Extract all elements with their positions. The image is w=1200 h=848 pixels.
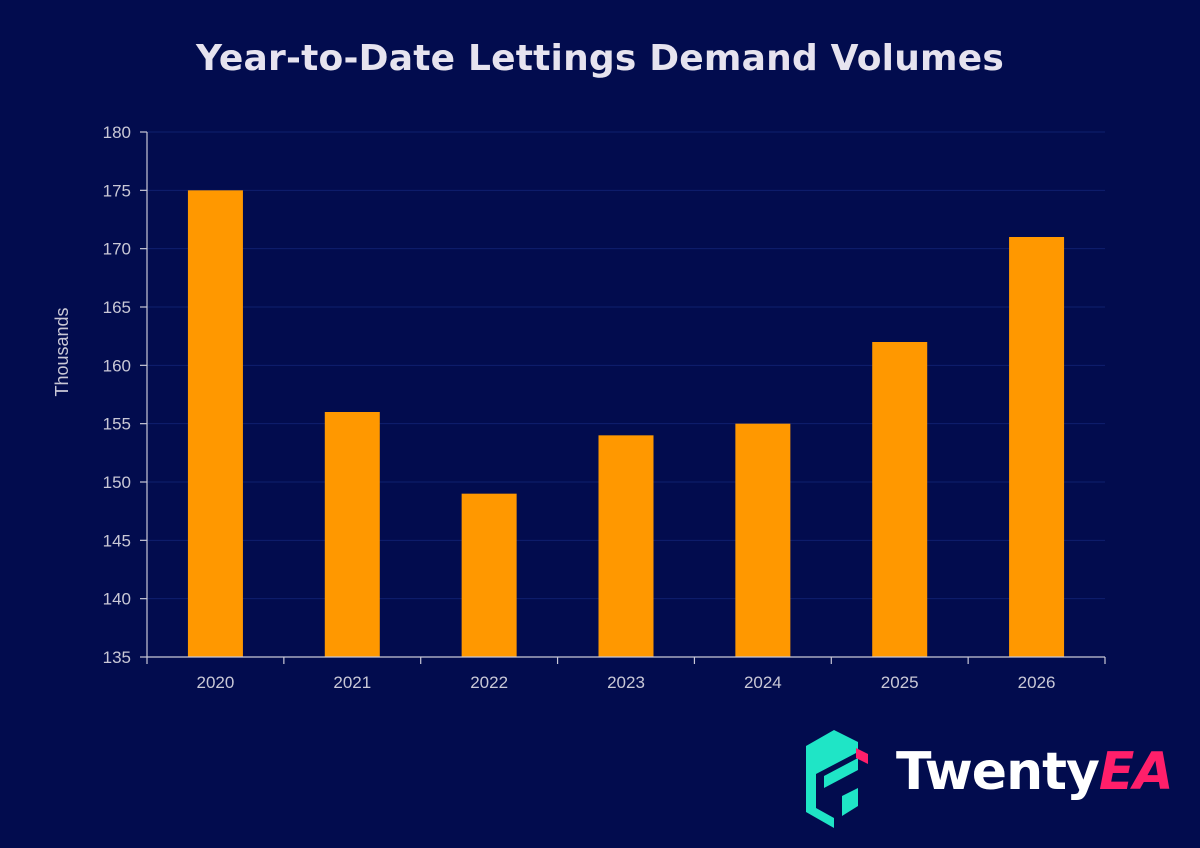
chart-title: Year-to-Date Lettings Demand Volumes xyxy=(195,38,1005,79)
bar-2021 xyxy=(324,412,380,657)
y-tick-label: 170 xyxy=(103,240,131,259)
y-tick-label: 155 xyxy=(103,415,131,434)
y-tick-label: 165 xyxy=(103,298,131,317)
y-tick-label: 145 xyxy=(103,531,131,550)
y-tick-label: 135 xyxy=(103,648,131,667)
bar-2024 xyxy=(735,423,791,657)
x-tick-label: 2026 xyxy=(1018,673,1056,692)
x-tick-label: 2022 xyxy=(470,673,508,692)
y-axis-label: Thousands xyxy=(52,307,72,396)
brand-name-part1: Twenty xyxy=(896,742,1100,802)
axes xyxy=(146,132,1105,658)
bar-2026 xyxy=(1009,237,1065,657)
x-tick-label: 2023 xyxy=(607,673,645,692)
x-tick-label: 2024 xyxy=(744,673,782,692)
y-tick-label: 160 xyxy=(103,356,131,375)
bar-2022 xyxy=(461,493,517,657)
y-ticks: 135 140 145 150 155 160 165 170 175 180 xyxy=(103,123,147,667)
bar-2023 xyxy=(598,435,654,657)
brand-wordmark: TwentyEA xyxy=(896,742,1174,802)
bar-2025 xyxy=(872,342,928,657)
y-tick-label: 180 xyxy=(103,123,131,142)
y-tick-label: 150 xyxy=(103,473,131,492)
brand-name-part2: EA xyxy=(1098,742,1174,802)
y-tick-label: 140 xyxy=(103,590,131,609)
x-tick-label: 2021 xyxy=(333,673,371,692)
x-ticks: 2020 2021 2022 2023 2024 2025 2026 xyxy=(146,657,1106,692)
brand-logo: TwentyEA xyxy=(806,730,1186,830)
bar-2020 xyxy=(187,190,243,658)
twentyea-e-logo-icon xyxy=(806,730,868,828)
x-tick-label: 2020 xyxy=(197,673,235,692)
x-tick-label: 2025 xyxy=(881,673,919,692)
y-tick-label: 175 xyxy=(103,181,131,200)
bars xyxy=(187,190,1065,658)
